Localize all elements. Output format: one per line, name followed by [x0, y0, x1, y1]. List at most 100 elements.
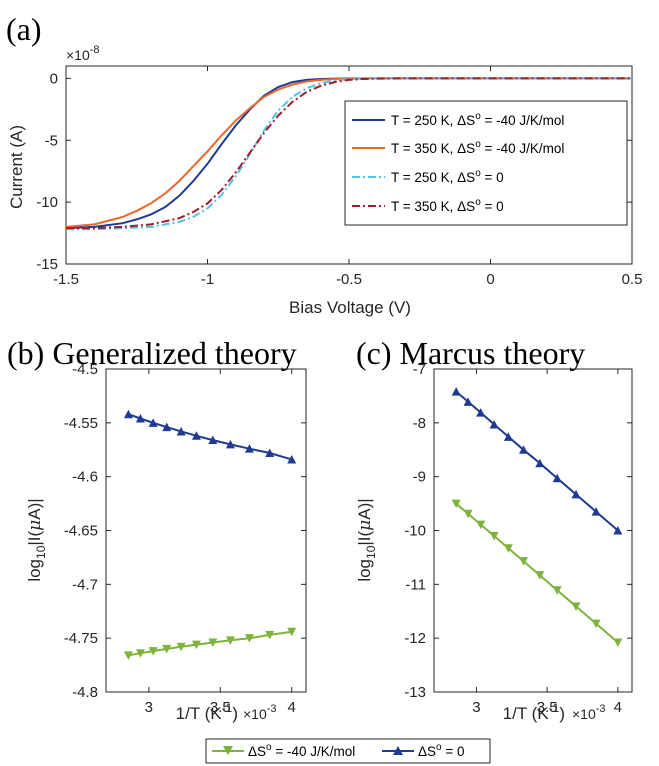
panel-c-y-tick-label: -8 — [413, 415, 426, 432]
panel-a-y-tick-label: -15 — [36, 256, 58, 273]
panel-b-series-2-point — [244, 634, 254, 643]
panel-c-series-2-point — [463, 509, 473, 519]
panel-a-y-label: Current (A) — [7, 125, 26, 209]
panel-b-series-1-point — [176, 426, 186, 436]
panel-c-series-2-point — [503, 544, 513, 553]
panel-b-series-1-point — [191, 431, 201, 440]
panel-c-series-1-point — [535, 458, 545, 468]
panel-c-series-1-point — [519, 445, 529, 454]
panel-b-series-2-point — [191, 640, 201, 650]
panel-b-series-2-point — [123, 651, 133, 660]
panel-a-x-label: Bias Voltage (V) — [289, 298, 411, 317]
panel-b-y-tick-label: -4.8 — [72, 684, 98, 701]
bottom-legend-box — [205, 738, 491, 764]
panel-b-series-1-point — [123, 409, 133, 419]
panel-c-series-1-point — [463, 397, 473, 406]
panel-b-x-tick-label: 3 — [145, 699, 153, 716]
panel-a-legend: T = 250 K, ΔSo = -40 J/K/mol T = 350 K, … — [344, 100, 628, 226]
panel-c-x-tick-label: 4 — [614, 699, 622, 716]
panel-a-y-multiplier: ×10-8 — [66, 44, 100, 63]
panel-b-x-multiplier: ×10-3 — [243, 703, 277, 722]
panel-c-series-2-point — [613, 638, 623, 647]
panel-b-y-tick-label: -4.75 — [64, 630, 98, 647]
bottom-legend: ΔSo = -40 J/K/mol ΔSo = 0 — [205, 738, 491, 764]
panel-c-series-1-point — [489, 419, 499, 429]
panel-c-series-2-point — [571, 602, 581, 611]
panel-c-x-tick-label: 3.5 — [537, 699, 558, 716]
panel-b-series-1-point — [208, 435, 218, 445]
bottom-legend-marker-1 — [223, 746, 233, 755]
legend-a-entry-1: T = 250 K, ΔSo = -40 J/K/mol — [391, 111, 564, 128]
panel-c-y-tick-label: -10 — [404, 523, 426, 540]
bottom-legend-entry-1: ΔSo = -40 J/K/mol — [248, 742, 355, 759]
panel-c-y-label: log10|I(μA)| — [355, 498, 378, 581]
panel-b-series-1-point — [148, 418, 158, 427]
panel-c-series-1-point — [591, 507, 601, 516]
legend-a-entry-2: T = 350 K, ΔSo = -40 J/K/mol — [391, 139, 564, 156]
panel-c-series-2-point — [591, 619, 601, 629]
panel-c-series-1-point — [503, 432, 513, 441]
panel-b-series-2-point — [225, 636, 235, 645]
panel-b-y-tick-label: -4.65 — [64, 523, 98, 540]
panel-c-series-1-point — [613, 526, 623, 535]
panel-b-series-2-point — [287, 627, 297, 637]
panel-a-y-tick-label: -10 — [36, 194, 58, 211]
panel-c-series-2-point — [489, 531, 499, 541]
panel-a-y-tick-label: 0 — [50, 70, 58, 87]
bottom-legend-marker-2 — [393, 746, 403, 755]
panel-b-y-label: log10|I(μA)| — [25, 498, 48, 581]
panel-c-series-2-point — [552, 586, 562, 595]
panel-c-x-label: 1/T (K-1) — [503, 701, 565, 723]
panel-b-series-2-point — [176, 642, 186, 652]
panel-b-y-tick-label: -4.6 — [72, 469, 98, 486]
panel-b-series-1-point — [135, 414, 145, 423]
panel-c-series-1-point — [571, 489, 581, 499]
panel-b-y-tick-label: -4.55 — [64, 415, 98, 432]
panel-c-series-2-point — [519, 557, 529, 566]
panel-b-series-1-point — [244, 444, 254, 453]
panel-c-y-tick-label: -11 — [405, 576, 426, 593]
panel-c-series-1-point — [451, 387, 461, 396]
panel-a-x-tick-label: -1.5 — [53, 271, 79, 288]
panel-c-series-2-point — [451, 499, 461, 509]
panel-b-series-2-point — [208, 638, 218, 647]
panel-b-series-2-point — [148, 647, 158, 656]
panel-c-frame — [433, 368, 633, 693]
panel-c-series-2-point — [476, 520, 486, 530]
panel-c-y-tick-label: -12 — [404, 630, 426, 647]
panel-c-heading: (c) Marcus theory — [356, 335, 585, 371]
panel-a-x-tick-label: 0.5 — [622, 271, 643, 288]
panel-a-x-tick-label: -1 — [201, 271, 214, 288]
legend-a-entry-4: T = 350 K, ΔSo = 0 — [391, 197, 504, 214]
panel-a-y-tick-label: -5 — [45, 132, 58, 149]
panel-a-legend-box — [344, 100, 628, 226]
panel-b-series-1-point — [225, 439, 235, 449]
panel-a-x-tick-label: -0.5 — [336, 271, 362, 288]
panel-b-series-2-point — [265, 630, 275, 640]
panel-b-axes: 3 3.5 4 -4.5 -4.55 -4.6 -4.65 -4.7 -4.75 -4.8 — [64, 361, 307, 716]
panel-a-label: (a) — [6, 11, 42, 47]
panel-c-y-tick-label: -9 — [413, 469, 426, 486]
panel-c-y-tick-label: -13 — [404, 684, 426, 701]
panel-b-y-tick-label: -4.7 — [72, 576, 98, 593]
panel-a-series-4-line — [66, 77, 632, 230]
panel-b-y-tick-label: -4.5 — [72, 361, 98, 378]
legend-a-entry-3: T = 250 K, ΔSo = 0 — [391, 168, 504, 185]
panel-a-axes: -1.5 -1 -0.5 0 0.5 0 -5 -10 -15 — [36, 65, 643, 288]
panel-b-x-label: 1/T (K-1) — [176, 701, 238, 723]
panel-b-heading: (b) Generalized theory — [7, 335, 297, 371]
panel-a-x-tick-label: 0 — [486, 271, 494, 288]
panel-b-series-1-point — [162, 422, 172, 432]
panel-c-series-1-point — [476, 408, 486, 417]
panel-c-series-1-point — [552, 473, 562, 483]
panel-b-x-tick-label: 4 — [288, 699, 296, 716]
bottom-legend-entry-2: ΔSo = 0 — [418, 742, 465, 759]
panel-c-x-tick-label: 3 — [472, 699, 480, 716]
panel-b-series-1-point — [265, 448, 275, 457]
panel-b-series-2-point — [135, 649, 145, 658]
panel-b-series-1-point — [287, 454, 297, 464]
panel-b-x-tick-label: 3.5 — [210, 699, 231, 716]
panel-c-series-2-point — [535, 571, 545, 580]
panel-c-x-multiplier: ×10-3 — [572, 703, 606, 722]
